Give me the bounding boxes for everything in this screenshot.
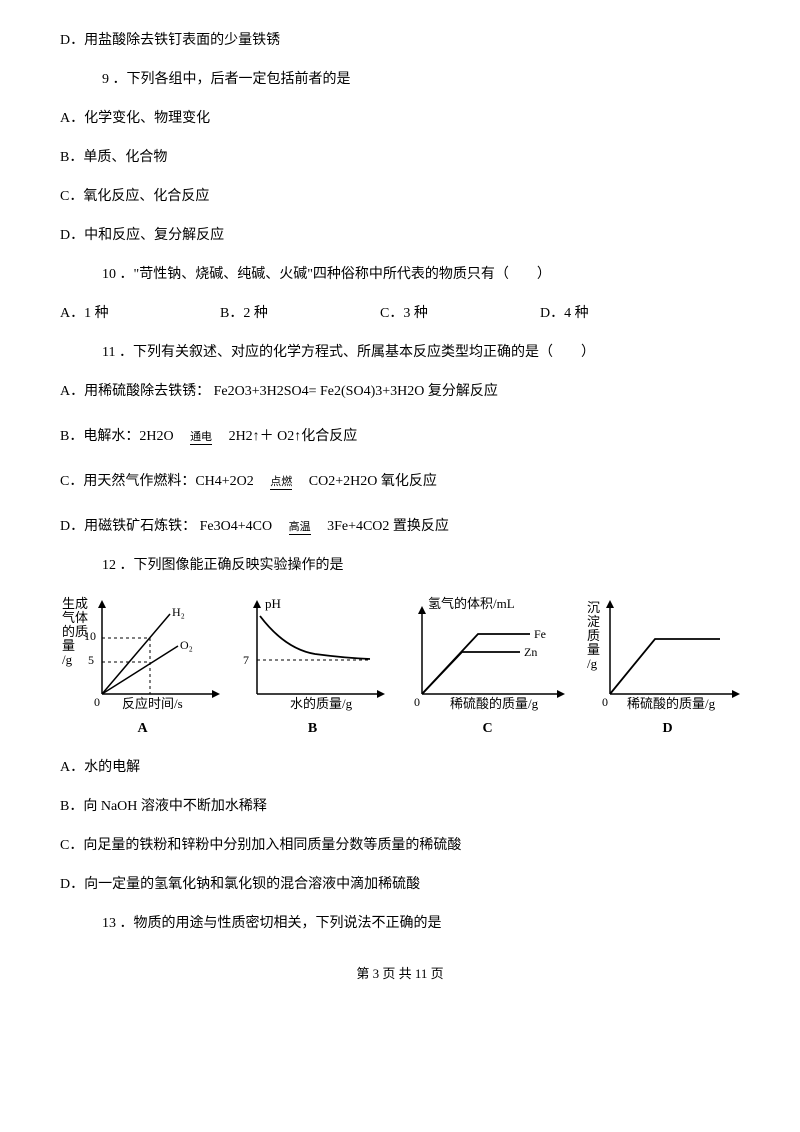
q11-b-post: 2H2↑＋ O2↑化合反应 [229,429,358,444]
q9-option-c: C．氧化反应、化合反应 [60,186,740,207]
q12-option-b: B．向 NaOH 溶液中不断加水稀释 [60,796,740,817]
q11-stem: 11 ．下列有关叙述、对应的化学方程式、所属基本反应类型均正确的是（ ） [102,342,740,363]
q11-c-cond: 点燃 [270,476,292,490]
chart-d-ylabel-1: 沉 [587,600,600,615]
q11-c-pre: C．用天然气作燃料：CH4+2O2 [60,474,254,489]
q11-c-post: CO2+2H2O 氧化反应 [309,474,437,489]
q11-d-post: 3Fe+4CO2 置换反应 [327,519,449,534]
q9-option-d: D．中和反应、复分解反应 [60,225,740,246]
chart-a-xlabel: 反应时间/s [122,696,183,711]
q9-option-a: A．化学变化、物理变化 [60,108,740,129]
chart-a-svg: 生成 气体 的质 量 /g 10 5 H₂ [60,594,225,714]
chart-d-origin: 0 [602,695,608,709]
chart-d-xlabel: 稀硫酸的质量/g [627,696,716,711]
q-pre-option-d: D．用盐酸除去铁钉表面的少量铁锈 [60,30,740,51]
chart-a-series2: O₂ [180,638,193,652]
chart-b: pH 7 水的质量/g B [235,594,390,739]
chart-a-ylabel-5: /g [62,652,73,667]
q10-option-a: A．1 种 [60,303,220,324]
q10-options-row: A．1 种 B．2 种 C．3 种 D．4 种 [60,303,740,324]
chart-d-ylabel-4: 量 [587,642,600,657]
chart-a-ytick1: 10 [84,629,96,643]
q13-stem: 13 ．物质的用途与性质密切相关，下列说法不正确的是 [102,913,740,934]
q12-charts: 生成 气体 的质 量 /g 10 5 H₂ [60,594,740,739]
q11-d-cond: 高温 [289,521,311,535]
chart-d-ylabel-2: 淀 [587,614,600,629]
q11-option-b: B．电解水：2H2O 通电 2H2↑＋ O2↑化合反应 [60,426,740,447]
chart-b-ylabel: pH [265,596,281,611]
q10-option-b: B．2 种 [220,303,380,324]
q10-option-c: C．3 种 [380,303,540,324]
chart-c: 氢气的体积/mL Fe Zn 0 稀硫酸的质量/g C [400,594,575,739]
chart-a-origin: 0 [94,695,100,709]
q9-option-b: B．单质、化合物 [60,147,740,168]
q12-option-a: A．水的电解 [60,757,740,778]
q12-option-c: C．向足量的铁粉和锌粉中分别加入相同质量分数等质量的稀硫酸 [60,835,740,856]
chart-d-ylabel-3: 质 [587,628,600,643]
reaction-condition-icon: 高温 [276,522,324,532]
chart-b-label: B [308,718,317,739]
chart-c-ylabel: 氢气的体积/mL [428,596,515,611]
chart-a-ytick2: 5 [88,653,94,667]
reaction-condition-icon: 点燃 [257,477,305,487]
q10-stem: 10 ．"苛性钠、烧碱、纯碱、火碱"四种俗称中所代表的物质只有（ ） [102,264,740,285]
chart-a-ylabel-4: 量 [62,638,75,653]
q12-option-d: D．向一定量的氢氧化钠和氯化钡的混合溶液中滴加稀硫酸 [60,874,740,895]
chart-c-svg: 氢气的体积/mL Fe Zn 0 稀硫酸的质量/g [400,594,575,714]
chart-b-svg: pH 7 水的质量/g [235,594,390,714]
chart-d-ylabel-5: /g [587,656,598,671]
chart-d: 沉 淀 质 量 /g 0 稀硫酸的质量/g D [585,594,750,739]
chart-c-xlabel: 稀硫酸的质量/g [450,696,539,711]
q11-b-cond: 通电 [190,431,212,445]
chart-a: 生成 气体 的质 量 /g 10 5 H₂ [60,594,225,739]
chart-d-svg: 沉 淀 质 量 /g 0 稀硫酸的质量/g [585,594,750,714]
q11-d-pre: D．用磁铁矿石炼铁： Fe3O4+4CO [60,519,272,534]
q10-option-d: D．4 种 [540,303,700,324]
q9-stem: 9 ．下列各组中，后者一定包括前者的是 [102,69,740,90]
page-footer: 第 3 页 共 11 页 [60,964,740,984]
q11-b-pre: B．电解水：2H2O [60,429,174,444]
chart-a-label: A [137,718,147,739]
reaction-condition-icon: 通电 [177,432,225,442]
chart-a-series1: H₂ [172,605,185,619]
chart-d-label: D [662,718,672,739]
q11-option-a: A．用稀硫酸除去铁锈： Fe2O3+3H2SO4= Fe2(SO4)3+3H2O… [60,381,740,402]
chart-a-ylabel-1: 生成 [62,596,88,611]
q11-option-d: D．用磁铁矿石炼铁： Fe3O4+4CO 高温 3Fe+4CO2 置换反应 [60,516,740,537]
chart-c-series2: Zn [524,645,537,659]
chart-b-xlabel: 水的质量/g [290,696,353,711]
chart-c-origin: 0 [414,695,420,709]
q12-stem: 12 ．下列图像能正确反映实验操作的是 [102,555,740,576]
chart-b-ytick: 7 [243,653,249,667]
chart-c-label: C [482,718,492,739]
chart-c-series1: Fe [534,627,546,641]
q11-option-c: C．用天然气作燃料：CH4+2O2 点燃 CO2+2H2O 氧化反应 [60,471,740,492]
chart-a-ylabel-2: 气体 [62,610,88,625]
